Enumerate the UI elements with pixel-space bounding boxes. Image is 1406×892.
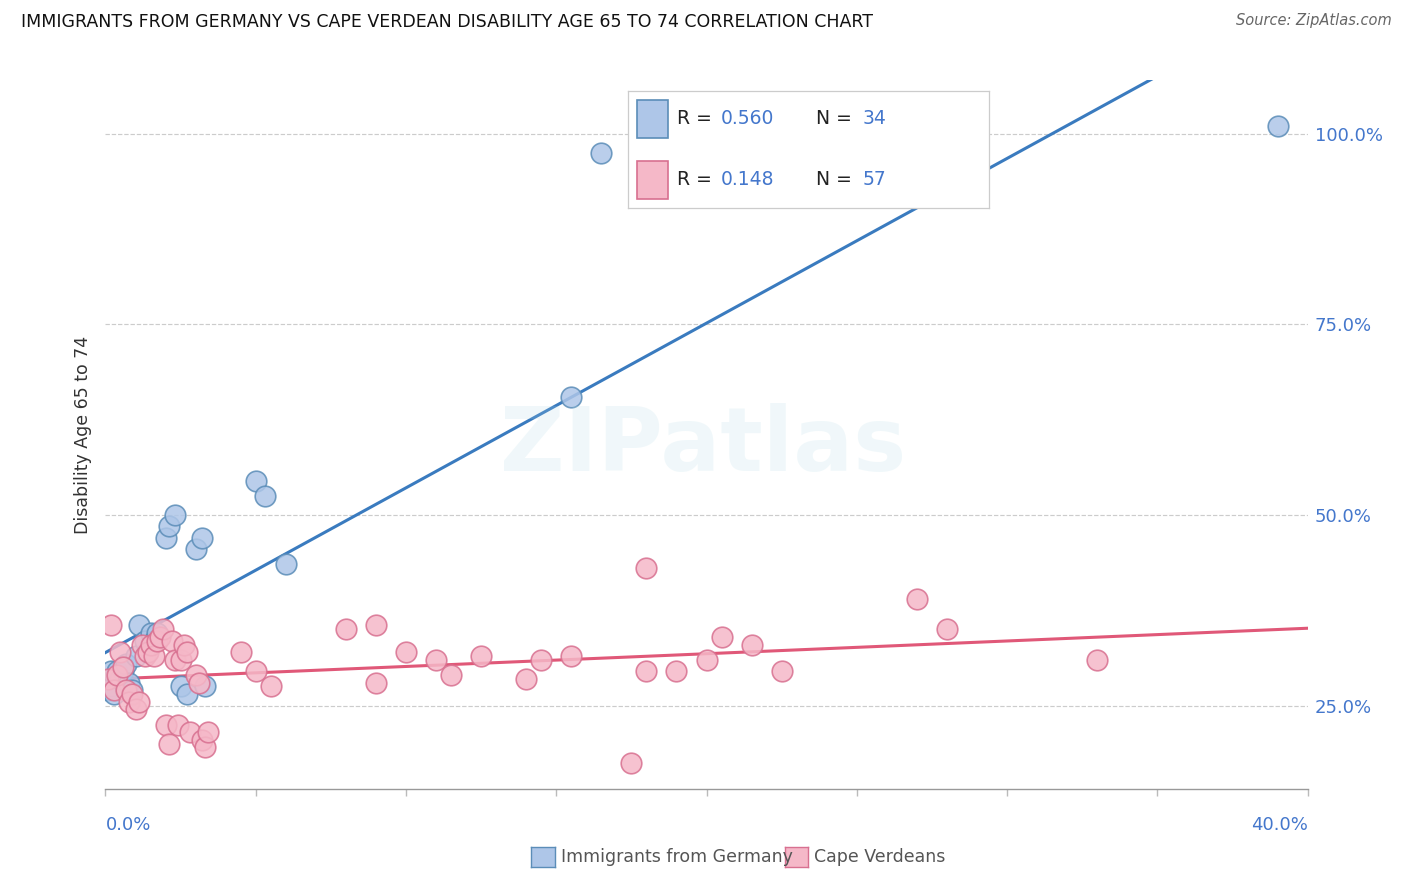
Point [118,675,141,690]
Point [128,618,150,632]
Point [139,626,162,640]
Point [190,732,212,747]
Point [169,653,191,667]
Point [115,657,138,671]
Point [112,660,135,674]
Point [470,648,492,663]
Point [142,633,165,648]
Point [134,648,156,663]
Point [190,531,212,545]
Point [136,645,159,659]
Point [142,648,165,663]
Point [1267,119,1289,133]
Point [176,645,198,659]
Point [530,653,553,667]
Point [253,489,276,503]
Point [741,638,763,652]
Point [148,630,170,644]
Point [124,648,146,663]
Point [157,519,180,533]
Point [1085,653,1108,667]
Point [155,531,177,545]
Point [636,561,658,575]
Point [229,645,252,659]
Point [112,664,135,679]
Point [665,664,688,679]
Text: Source: ZipAtlas.com: Source: ZipAtlas.com [1236,13,1392,29]
Point [364,675,387,690]
Point [335,622,357,636]
Point [100,680,122,694]
Point [110,645,132,659]
Point [696,653,718,667]
Point [118,695,141,709]
Point [145,633,167,648]
Point [145,626,167,640]
Point [97,683,120,698]
Point [184,542,207,557]
Point [591,145,613,160]
Point [560,390,582,404]
Point [121,683,143,698]
Point [107,668,129,682]
Point [440,668,463,682]
Point [560,648,582,663]
Point [620,756,643,770]
Point [121,687,143,701]
Point [160,633,183,648]
Point [245,474,267,488]
Point [169,680,191,694]
Point [770,664,793,679]
Text: ZIPatlas: ZIPatlas [501,402,905,490]
Point [100,618,122,632]
Point [274,558,297,572]
Text: IMMIGRANTS FROM GERMANY VS CAPE VERDEAN DISABILITY AGE 65 TO 74 CORRELATION CHAR: IMMIGRANTS FROM GERMANY VS CAPE VERDEAN … [21,13,873,31]
Point [245,664,267,679]
Point [163,508,186,522]
Point [97,672,120,686]
Point [157,737,180,751]
Point [184,668,207,682]
Point [103,687,125,701]
Point [110,672,132,686]
Text: Immigrants from Germany: Immigrants from Germany [561,848,793,866]
Point [194,740,217,755]
Point [395,645,418,659]
Point [176,687,198,701]
Point [936,622,959,636]
Y-axis label: Disability Age 65 to 74: Disability Age 65 to 74 [73,335,91,534]
Point [103,683,125,698]
Point [194,680,217,694]
Point [425,653,447,667]
Point [163,653,186,667]
Point [124,702,146,716]
Point [115,683,138,698]
Point [364,618,387,632]
Point [139,638,162,652]
Point [173,638,195,652]
Point [636,664,658,679]
Point [260,680,283,694]
Point [131,638,153,652]
Point [107,664,129,679]
Point [905,591,928,606]
Text: 40.0%: 40.0% [1251,816,1308,834]
Point [128,695,150,709]
Point [152,622,174,636]
Point [515,672,537,686]
Point [197,725,219,739]
Point [166,717,188,731]
Point [187,675,209,690]
Point [710,630,733,644]
Text: Cape Verdeans: Cape Verdeans [814,848,945,866]
Point [134,633,156,648]
Point [155,717,177,731]
Point [100,664,122,679]
Text: 0.0%: 0.0% [105,816,150,834]
Point [179,725,201,739]
